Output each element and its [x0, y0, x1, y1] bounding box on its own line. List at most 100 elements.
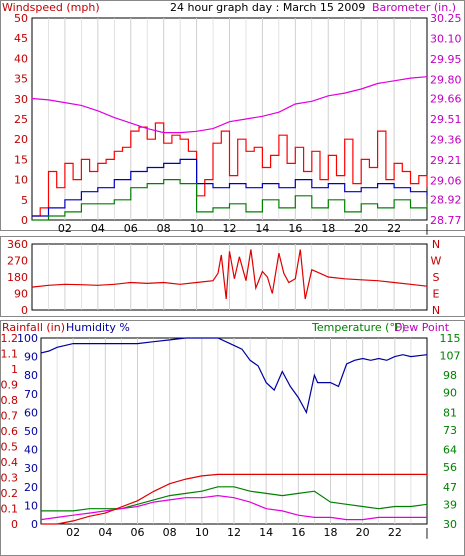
- x-tick-label: 12: [223, 222, 237, 235]
- x-tick-label: 02: [58, 222, 72, 235]
- y-tick-humidity: 30: [24, 462, 38, 475]
- rainfall-axis-label: Rainfall (in): [2, 321, 65, 334]
- panel-direction-frame: [0, 236, 465, 317]
- y-tick-rain: 0.9: [1, 379, 19, 392]
- compass-label: N: [432, 238, 440, 251]
- y-tick-barometer: 28.77: [430, 214, 462, 227]
- x-tick-label: 20: [354, 222, 368, 235]
- y-tick-rain: 0: [11, 518, 18, 531]
- x-tick-label: 20: [356, 526, 370, 539]
- x-tick-label: 18: [321, 222, 335, 235]
- series-line-2: [32, 179, 428, 221]
- y-tick-barometer: 28.92: [430, 194, 462, 207]
- x-tick-label: 16: [288, 222, 302, 235]
- y-tick-wind: 40: [14, 52, 28, 65]
- y-tick-temp: 115: [440, 332, 461, 345]
- x-tick-label: 16: [291, 526, 305, 539]
- y-tick-wind: 30: [14, 93, 28, 106]
- y-tick-rain: 0.7: [1, 410, 19, 423]
- series-line-3: [31, 76, 428, 134]
- x-tick-label: 06: [131, 526, 145, 539]
- wind-plot-group: 0 5 10 15 20 25 30 35 40 45 50 28.77 28.92 29.06 29.21…: [14, 12, 462, 235]
- direction-line: [31, 249, 428, 300]
- y-tick-temp: 81: [443, 406, 457, 419]
- x-tick-label: 08: [163, 526, 177, 539]
- x-tick-label: 08: [157, 222, 171, 235]
- y-tick-direction: 180: [7, 271, 28, 284]
- y-tick-barometer: 30.25: [430, 12, 462, 25]
- series-line-rain-3: [41, 473, 427, 525]
- x-tick-label: 10: [190, 222, 204, 235]
- y-tick-direction: 360: [7, 238, 28, 251]
- temperature-axis-label: Temperature (°F): [311, 321, 406, 334]
- x-tick-label: 14: [259, 526, 273, 539]
- x-tick-end: |: [425, 222, 429, 235]
- dewpoint-axis-label: Dew Point: [394, 321, 450, 334]
- y-tick-humidity: 40: [24, 444, 38, 457]
- y-tick-temp: 98: [443, 369, 457, 382]
- y-tick-rain: 1.2: [1, 332, 19, 345]
- y-tick-rain: 0.3: [1, 472, 19, 485]
- y-tick-wind: 10: [14, 174, 28, 187]
- compass-label: N: [432, 304, 440, 317]
- y-tick-barometer: 29.51: [430, 113, 462, 126]
- x-tick-end: |: [425, 526, 429, 539]
- y-tick-barometer: 29.80: [430, 73, 462, 86]
- y-tick-humidity: 90: [24, 351, 38, 364]
- y-tick-temp: 64: [443, 444, 457, 457]
- y-tick-rain: 0.8: [1, 394, 19, 407]
- y-tick-humidity: 60: [24, 406, 38, 419]
- y-tick-barometer: 30.10: [430, 32, 462, 45]
- y-tick-rain: 0.6: [1, 425, 19, 438]
- wind-axis-label: Windspeed (mph): [2, 1, 100, 14]
- x-tick-label: 12: [227, 526, 241, 539]
- y-tick-temp: 56: [443, 461, 457, 474]
- y-tick-barometer: 29.21: [430, 154, 462, 167]
- series-line-temp-1: [41, 486, 428, 512]
- y-tick-humidity: 10: [24, 499, 38, 512]
- y-tick-wind: 5: [21, 194, 28, 207]
- y-tick-temp: 47: [443, 481, 457, 494]
- y-tick-direction: 90: [14, 288, 28, 301]
- y-tick-humidity: 100: [17, 332, 38, 345]
- y-tick-humidity: 20: [24, 481, 38, 494]
- y-tick-humidity: 0: [31, 518, 38, 531]
- y-tick-rain: 0.5: [1, 441, 19, 454]
- y-tick-wind: 50: [14, 12, 28, 25]
- compass-label: E: [433, 288, 440, 301]
- y-tick-rain: 0.1: [1, 503, 19, 516]
- x-tick-label: 04: [91, 222, 105, 235]
- x-tick-label: 06: [124, 222, 138, 235]
- barometer-axis-label: Barometer (in.): [372, 1, 456, 14]
- series-line-temp-2: [40, 494, 427, 521]
- humidity-plot-group: 0 0.1 0.2 0.3 0.4 0.5 0.6 0.7 0.8 0.9 1 1.1 1.2 0 10 20…: [1, 332, 461, 539]
- y-tick-barometer: 29.66: [430, 93, 462, 106]
- x-tick-label: 10: [195, 526, 209, 539]
- y-tick-direction: 0: [21, 304, 28, 317]
- y-tick-direction: 270: [7, 255, 28, 268]
- y-tick-wind: 20: [14, 133, 28, 146]
- y-tick-rain: 1.1: [1, 348, 19, 361]
- y-tick-temp: 30: [443, 518, 457, 531]
- y-tick-temp: 73: [443, 424, 457, 437]
- x-tick-label: 22: [388, 526, 402, 539]
- x-tick-label: 14: [255, 222, 269, 235]
- chart-title: 24 hour graph day : March 15 2009: [170, 1, 365, 14]
- y-tick-temp: 39: [443, 498, 457, 511]
- panel-wind-frame: [0, 0, 465, 231]
- y-tick-barometer: 29.36: [430, 133, 462, 146]
- x-tick-label: 22: [387, 222, 401, 235]
- humidity-axis-label: Humidity %: [66, 321, 130, 334]
- compass-label: S: [433, 271, 440, 284]
- series-line-0: [32, 122, 428, 217]
- x-tick-label: 02: [66, 526, 80, 539]
- y-tick-rain: 0.2: [1, 487, 19, 500]
- y-tick-rain: 0.4: [1, 456, 19, 469]
- y-tick-humidity: 70: [24, 388, 38, 401]
- y-tick-rain: 1: [11, 363, 18, 376]
- y-tick-wind: 35: [14, 73, 28, 86]
- y-tick-wind: 45: [14, 32, 28, 45]
